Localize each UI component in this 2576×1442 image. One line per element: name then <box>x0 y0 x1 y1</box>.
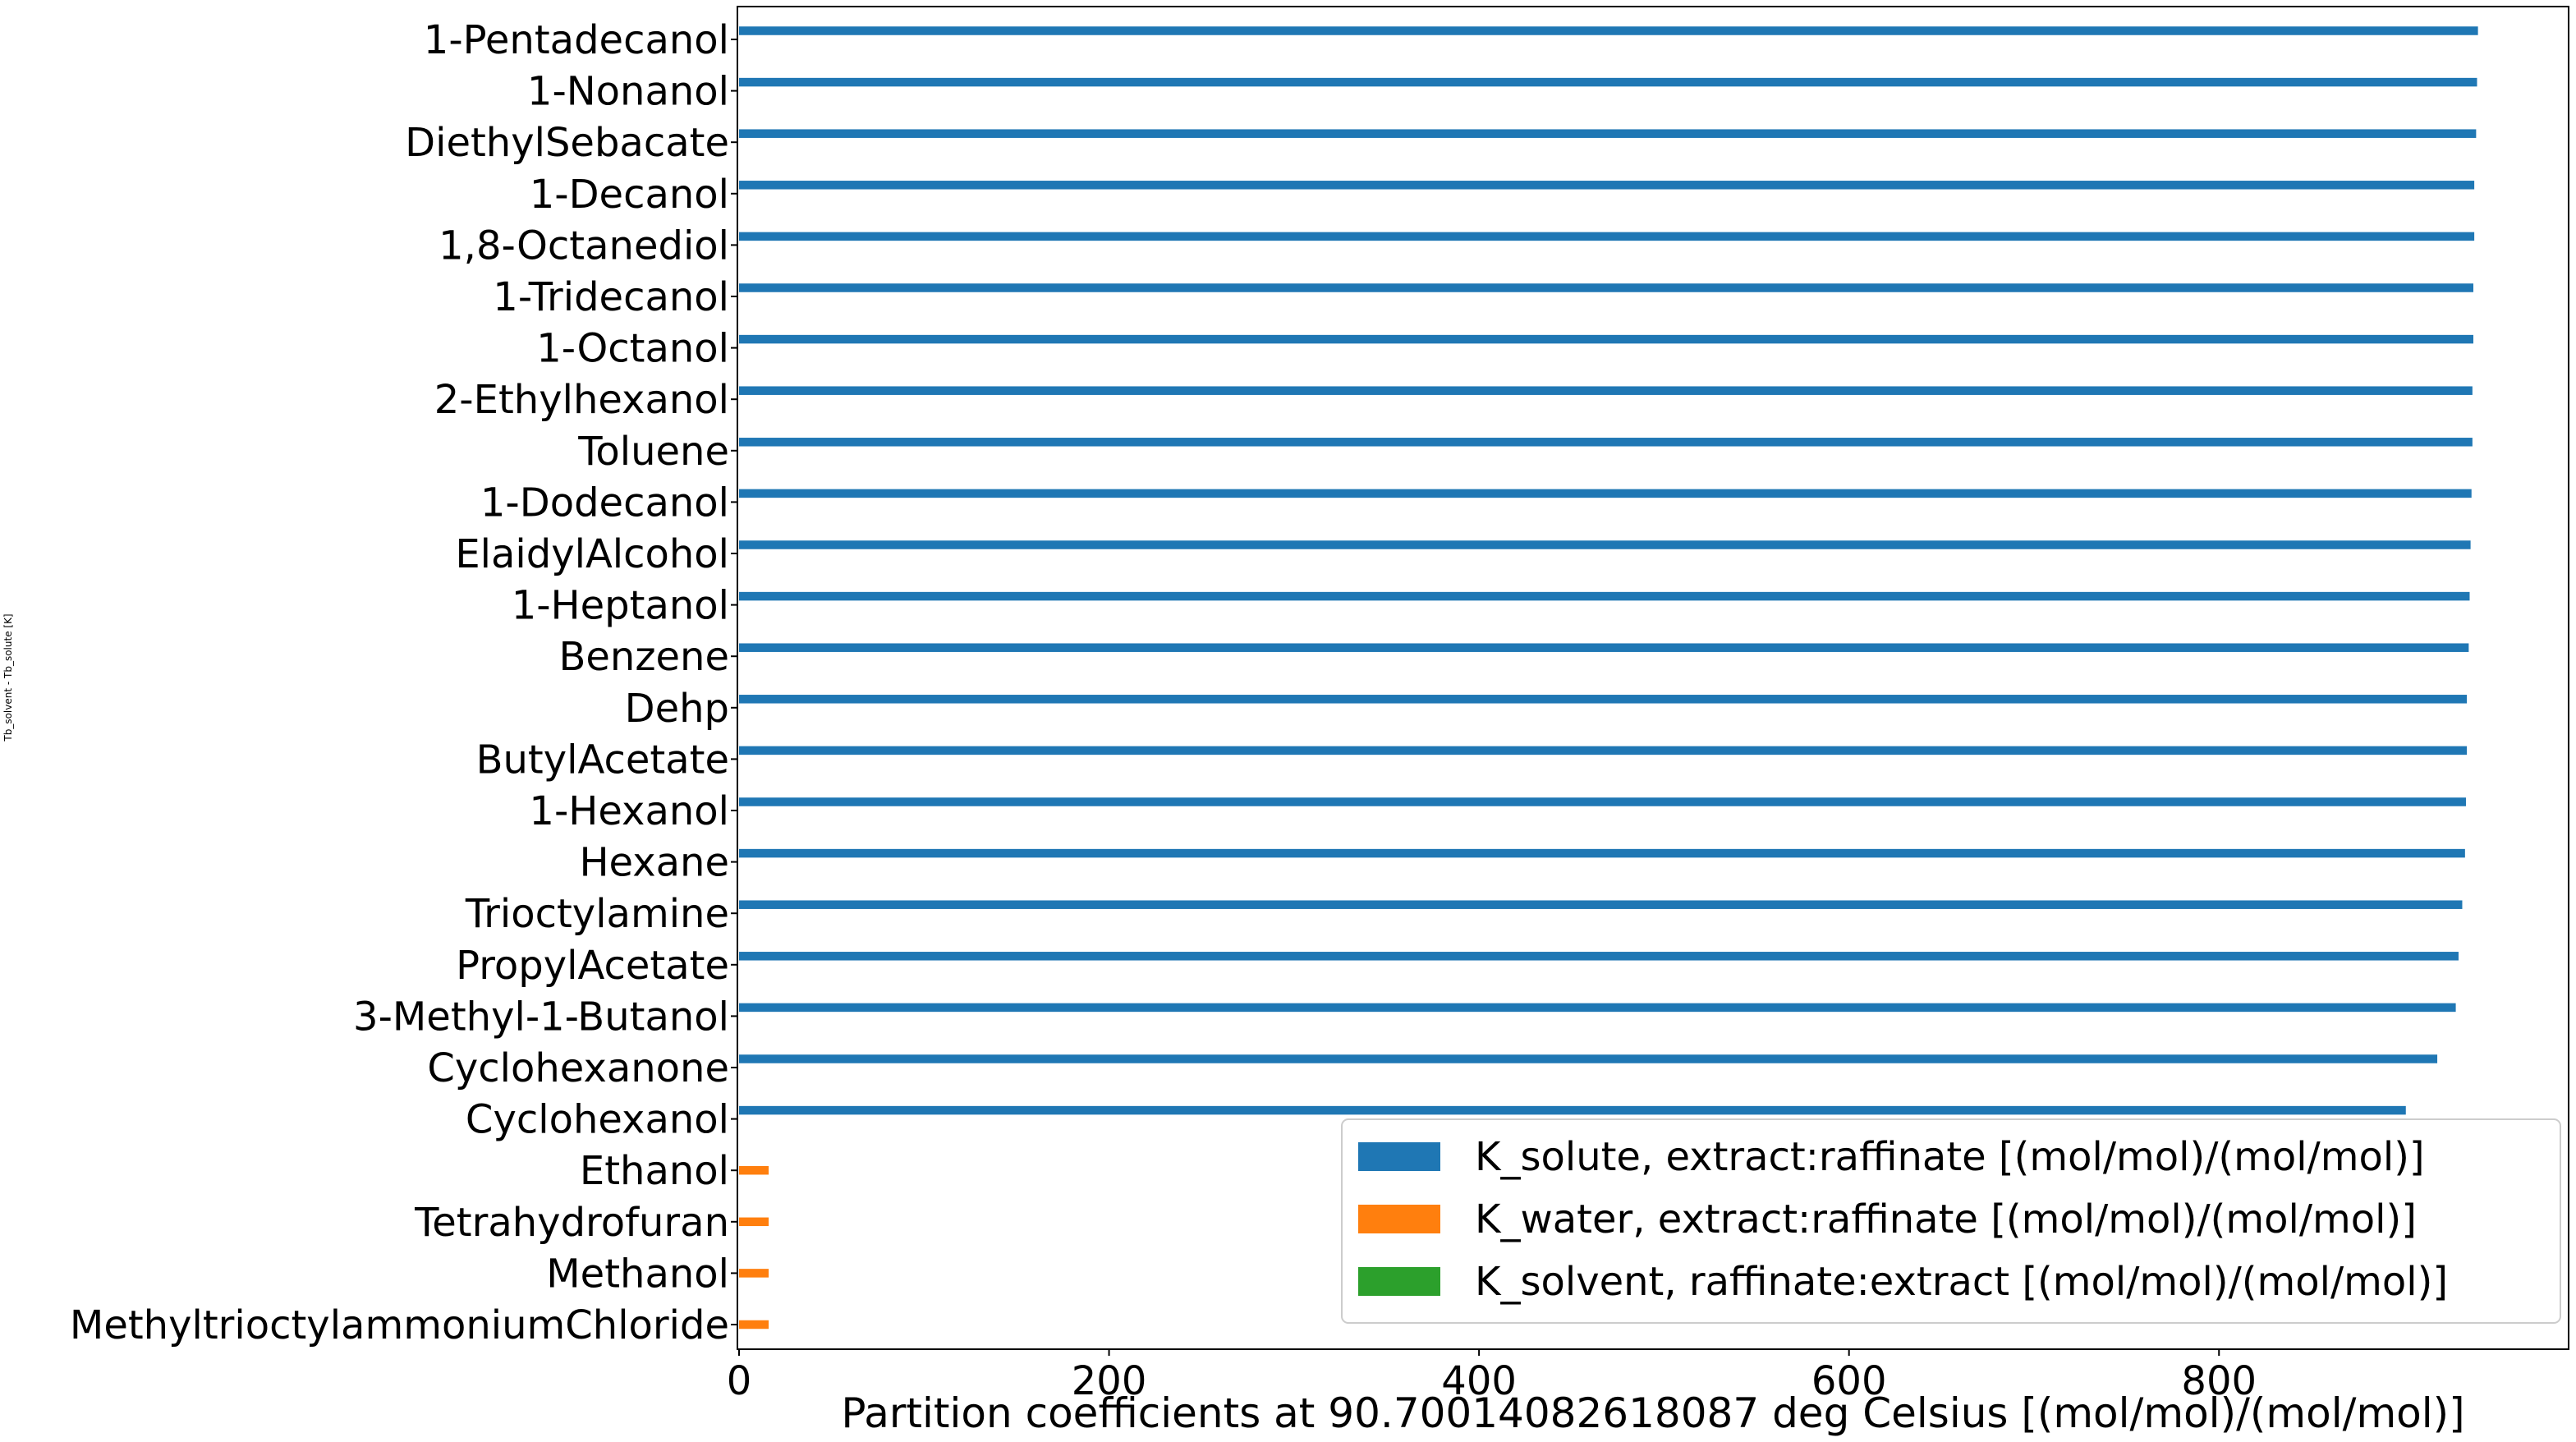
bar-0 <box>739 540 2471 549</box>
bar-0 <box>739 1054 2438 1063</box>
bar-0 <box>739 1105 2406 1115</box>
bar-0 <box>739 232 2475 241</box>
bar-0 <box>739 746 2468 755</box>
y-tick-label: 3-Methyl-1-Butanol <box>353 994 729 1040</box>
y-tick-label: Cyclohexanone <box>427 1045 729 1091</box>
y-tick-label: 1,8-Octanediol <box>439 223 729 269</box>
bar-0 <box>739 952 2459 961</box>
bar-0 <box>739 438 2473 447</box>
bar-0 <box>739 77 2477 87</box>
y-tick-label: Cyclohexanol <box>466 1097 729 1143</box>
legend-label: K_solute, extract:raffinate [(mol/mol)/(… <box>1475 1134 2425 1180</box>
legend-label: K_water, extract:raffinate [(mol/mol)/(m… <box>1475 1196 2417 1242</box>
x-tick-label: 800 <box>2181 1358 2257 1404</box>
bar-0 <box>739 591 2470 601</box>
bar-0 <box>739 181 2475 190</box>
legend-label: K_solvent, raffinate:extract [(mol/mol)/… <box>1475 1259 2448 1305</box>
y-tick-label: DiethylSebacate <box>405 120 729 166</box>
y-tick-label: Dehp <box>625 686 729 732</box>
x-tick-label: 0 <box>727 1358 752 1404</box>
y-tick-label: ElaidylAlcohol <box>455 531 729 577</box>
bar-0 <box>739 848 2465 858</box>
y-tick-label: 1-Pentadecanol <box>424 17 729 63</box>
plot-frame <box>737 6 2569 1350</box>
y-tick-label: MethyltrioctylammoniumChloride <box>70 1302 729 1348</box>
bar-0 <box>739 643 2469 652</box>
x-tick-label: 200 <box>1072 1358 1147 1404</box>
legend: K_solute, extract:raffinate [(mol/mol)/(… <box>1341 1118 2561 1324</box>
bar-1 <box>739 1165 769 1175</box>
bar-0 <box>739 283 2473 292</box>
x-axis-ticks: 0 200 400 600 800 <box>727 1349 2257 1404</box>
y-tick-label: ButylAcetate <box>476 737 729 783</box>
y-axis-label: Tb_solvent - Tb_solute [K] <box>2 613 14 742</box>
y-tick-label: 1-Heptanol <box>512 583 729 629</box>
bars-layer <box>739 26 2478 1329</box>
legend-swatch <box>1358 1267 1440 1296</box>
y-tick-label: 1-Hexanol <box>529 788 729 834</box>
bar-0 <box>739 1003 2456 1013</box>
legend-box <box>1341 1118 2561 1324</box>
bar-0 <box>739 695 2468 704</box>
y-tick-label: PropylAcetate <box>456 943 729 989</box>
category-labels: 1-Pentadecanol 1-Nonanol DiethylSebacate 1-… <box>70 17 737 1348</box>
bar-0 <box>739 489 2472 498</box>
bar-1 <box>739 1217 769 1227</box>
y-tick-label: 1-Nonanol <box>527 69 729 115</box>
bar-1 <box>739 1320 769 1329</box>
y-tick-label: 1-Octanol <box>536 326 729 372</box>
y-tick-label: Methanol <box>546 1251 729 1297</box>
bar-1 <box>739 1269 769 1278</box>
x-tick-label: 400 <box>1441 1358 1517 1404</box>
bar-0 <box>739 334 2473 344</box>
y-tick-label: 1-Tridecanol <box>493 274 729 320</box>
y-tick-label: Toluene <box>577 429 729 475</box>
bar-0 <box>739 26 2478 35</box>
y-tick-label: Hexane <box>579 840 729 886</box>
x-axis-label: Partition coefficients at 90.70014082618… <box>841 1389 2464 1437</box>
y-tick-label: 1-Decanol <box>530 172 729 218</box>
bar-0 <box>739 797 2466 806</box>
y-tick-label: 1-Dodecanol <box>480 480 729 526</box>
legend-swatch <box>1358 1205 1440 1233</box>
legend-swatch <box>1358 1142 1440 1171</box>
y-tick-label: Benzene <box>558 634 729 680</box>
y-tick-label: Tetrahydrofuran <box>414 1200 729 1246</box>
x-tick-label: 600 <box>1811 1358 1887 1404</box>
y-tick-label: Ethanol <box>580 1148 729 1194</box>
y-tick-label: 2-Ethylhexanol <box>434 377 729 423</box>
bar-0 <box>739 386 2473 395</box>
bar-0 <box>739 900 2463 909</box>
y-tick-label: Trioctylamine <box>465 891 729 937</box>
bar-0 <box>739 129 2477 138</box>
